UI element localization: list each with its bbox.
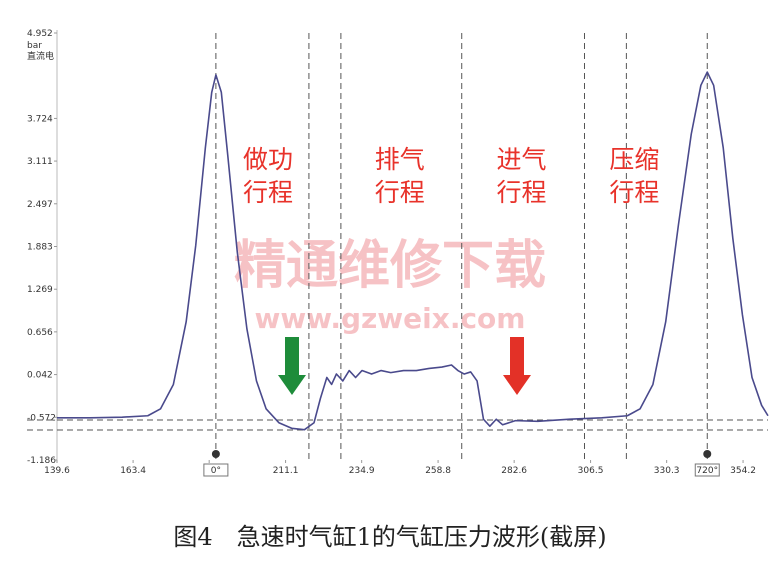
x-tick-label: 330.3 bbox=[654, 466, 680, 476]
x-tick-label: 282.6 bbox=[501, 466, 527, 476]
y-tick-label: 2.497 bbox=[27, 200, 53, 210]
stroke-label: 做功 bbox=[243, 145, 293, 174]
pressure-line bbox=[57, 71, 769, 431]
y-tick-label: 1.883 bbox=[27, 243, 53, 253]
stroke-label: 行程 bbox=[497, 178, 547, 207]
stroke-label: 进气 bbox=[497, 145, 547, 174]
phase-box bbox=[694, 463, 720, 477]
phase-label: 720° bbox=[696, 466, 718, 476]
red-arrow bbox=[503, 337, 531, 395]
x-tick-label: 163.4 bbox=[120, 466, 146, 476]
green-arrow bbox=[278, 337, 306, 395]
stroke-label: 行程 bbox=[243, 178, 293, 207]
y-tick-label: -0.572 bbox=[27, 413, 56, 423]
y-tick-label: 3.111 bbox=[27, 157, 53, 167]
watermark: www.gzweix.com bbox=[255, 302, 526, 335]
y-tick-label: 0.042 bbox=[27, 371, 53, 381]
y-tick-label: 1.269 bbox=[27, 285, 53, 295]
phase-dot bbox=[211, 450, 220, 458]
x-tick-label: 354.2 bbox=[730, 466, 756, 476]
phase-label: 0° bbox=[211, 466, 221, 476]
x-tick-label: 139.6 bbox=[44, 466, 70, 476]
x-tick-label: 258.8 bbox=[425, 466, 451, 476]
y-unit-label: 直流电 bbox=[27, 50, 54, 62]
y-tick-label: 3.724 bbox=[27, 114, 53, 124]
x-tick-label: 306.5 bbox=[578, 466, 604, 476]
phase-dot bbox=[703, 450, 712, 458]
phase-box bbox=[203, 463, 229, 477]
y-unit-label: bar bbox=[27, 41, 42, 51]
stroke-label: 行程 bbox=[609, 178, 659, 207]
stroke-label: 压缩 bbox=[609, 145, 659, 174]
caption: 图4 急速时气缸1的气缸压力波形(截屏) bbox=[173, 523, 606, 551]
y-tick-label: -1.186 bbox=[27, 456, 56, 466]
x-tick-label: 211.1 bbox=[273, 466, 299, 476]
stroke-label: 排气 bbox=[375, 145, 425, 174]
y-tick-label: 4.952 bbox=[27, 29, 53, 39]
stroke-label: 行程 bbox=[375, 178, 425, 207]
x-tick-label: 234.9 bbox=[349, 466, 375, 476]
watermark: 精通维修下载 bbox=[234, 236, 546, 296]
y-tick-label: 0.656 bbox=[27, 328, 53, 338]
